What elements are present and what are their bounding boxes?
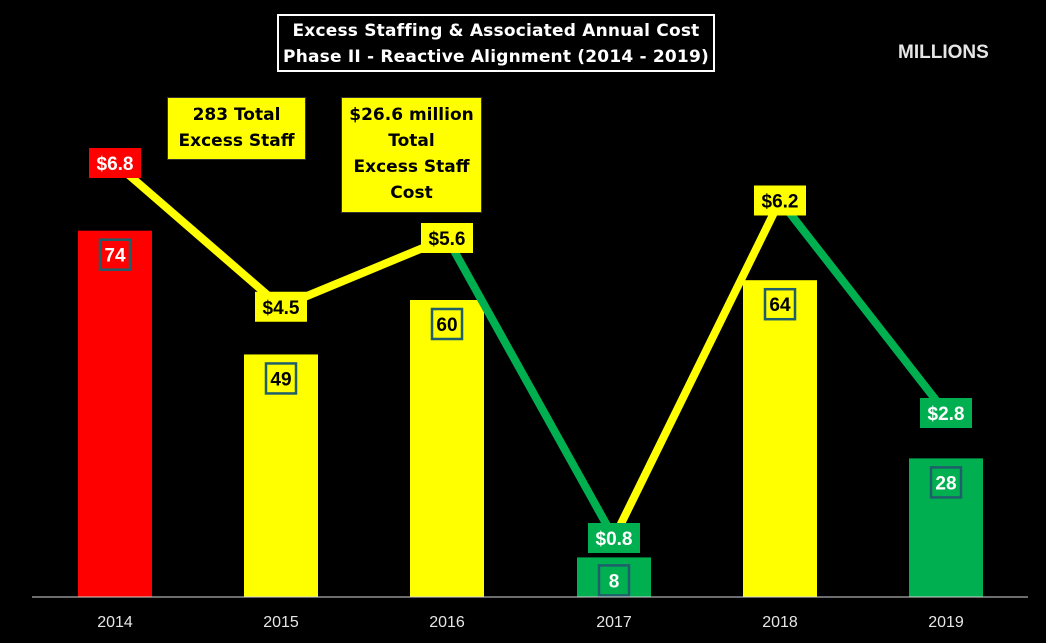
x-tick-label-2018: 2018 [762,614,798,631]
staff-label-2017: 8 [609,571,620,592]
cost-line-segment-2017-2018 [610,196,784,542]
cost-label-2015: $4.5 [263,298,300,319]
callout-total-excess-cost: $26.6 million Total Excess Staff Cost [341,97,482,213]
cost-label-box-2015 [255,291,307,322]
staff-label-box-2019 [929,466,963,499]
cost-line-segment-2014-2015 [111,159,285,311]
bar-2017 [577,557,651,597]
cost-line-segment-2018-2019 [776,196,950,417]
x-tick-label-2016: 2016 [429,614,465,631]
chart-title-line1: Excess Staffing & Associated Annual Cost [292,21,700,41]
staff-label-2016: 60 [436,315,457,336]
data-labels: $6.8 $4.5 $5.6 $0.8 $6.2 $2.8 74 49 60 8 64 28 [89,148,972,597]
cost-label-box-2018 [754,185,806,216]
chart-title-line2: Phase II - Reactive Alignment (2014 - 20… [283,47,709,67]
x-tick-label-2014: 2014 [97,614,133,631]
bar-series [78,230,983,597]
staff-label-box-2015 [264,362,298,395]
units-label: MILLIONS [898,42,989,63]
bar-2015 [244,354,318,597]
cost-line-series [111,159,950,542]
x-tick-label-2015: 2015 [263,614,299,631]
cost-label-box-2014 [89,148,141,178]
bar-2018 [743,280,817,597]
cost-line-segment-2015-2016 [277,234,451,311]
chart-title: Excess Staffing & Associated Annual Cost… [277,14,715,72]
bar-2014 [78,230,152,597]
cost-label-box-2017 [588,523,640,553]
staff-label-2019: 28 [935,473,956,494]
cost-label-box-2019 [920,398,972,428]
staff-label-box-2014 [98,238,132,271]
callout-total-excess-staff: 283 Total Excess Staff [167,97,306,160]
cost-label-2014: $6.8 [97,154,134,175]
cost-label-2019: $2.8 [928,404,965,425]
staff-label-2018: 64 [769,295,791,316]
staff-label-box-2018 [763,287,797,321]
cost-label-2017: $0.8 [596,529,633,550]
x-tick-label-2017: 2017 [596,614,632,631]
cost-label-2018: $6.2 [762,192,799,213]
cost-label-2016: $5.6 [429,229,466,250]
staff-label-box-2017 [597,564,631,597]
cost-label-box-2016 [421,223,473,253]
bar-2016 [410,300,484,597]
cost-line-segment-2016-2017 [443,234,618,542]
bar-2019 [909,458,983,597]
staff-label-2015: 49 [270,369,291,390]
x-tick-label-2019: 2019 [928,614,964,631]
staff-label-box-2016 [430,307,464,341]
staff-label-2014: 74 [104,246,126,267]
